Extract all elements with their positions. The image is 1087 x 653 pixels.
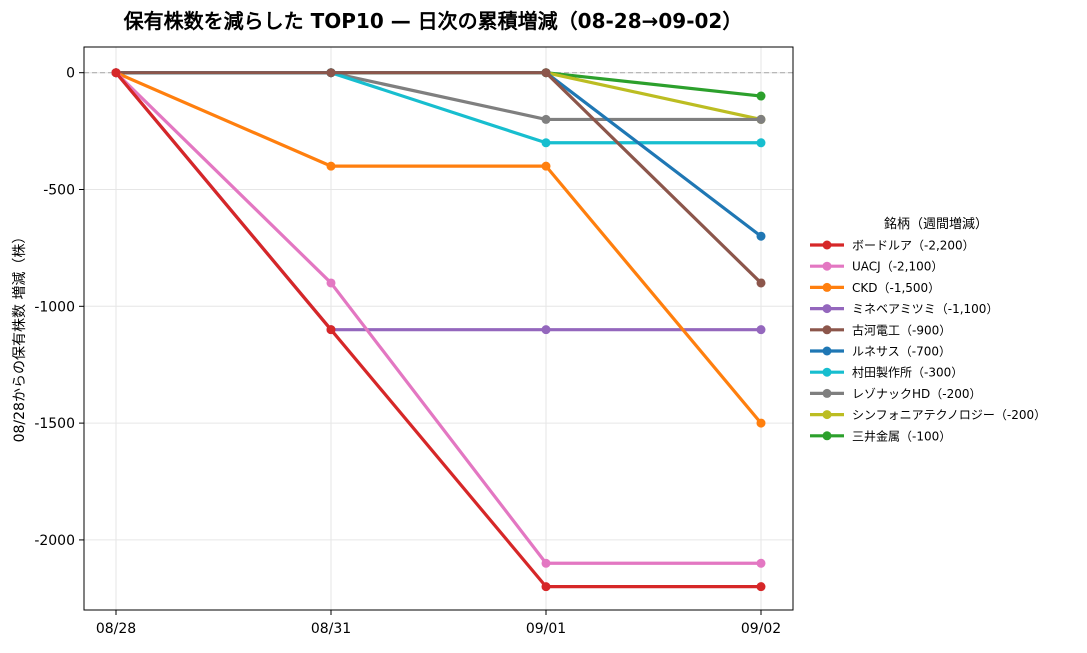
y-tick-label: -2000 <box>34 533 75 549</box>
legend-swatch-marker <box>822 325 832 335</box>
legend-item: 古河電工（-900） <box>810 322 951 337</box>
legend-title: 銘柄（週間増減） <box>884 216 988 232</box>
legend-label: 三井金属（-100） <box>852 428 951 443</box>
series <box>111 68 766 124</box>
legend-label: シンフォニアテクノロジー（-200） <box>852 408 1046 422</box>
y-tick-label: -1500 <box>34 416 75 432</box>
legend-item: シンフォニアテクノロジー（-200） <box>810 408 1046 422</box>
data-point <box>541 68 551 78</box>
series <box>111 68 766 592</box>
data-point <box>541 582 551 592</box>
legend-swatch-marker <box>822 304 832 314</box>
series-line <box>114 71 763 332</box>
data-point <box>541 558 551 568</box>
data-point <box>326 278 336 288</box>
legend-swatch-marker <box>822 346 832 356</box>
legend-label: 村田製作所（-300） <box>852 366 963 380</box>
data-point <box>326 325 336 335</box>
series <box>111 68 766 288</box>
legend-item: CKD（-1,500） <box>810 281 940 295</box>
x-tick-label: 08/28 <box>96 621 136 637</box>
data-point <box>541 114 551 124</box>
data-point <box>756 325 766 335</box>
data-point <box>111 68 121 78</box>
plot-frame <box>83 46 794 611</box>
data-point <box>326 161 336 171</box>
series-line <box>114 71 763 98</box>
legend-swatch-marker <box>822 410 832 420</box>
legend-item: レゾナックHD（-200） <box>810 387 982 401</box>
legend-label: レゾナックHD（-200） <box>852 387 982 401</box>
x-tick-label: 09/02 <box>741 621 781 637</box>
legend-item: UACJ（-2,100） <box>810 260 943 274</box>
legend-item: ミネベアミツミ（-1,100） <box>810 302 998 316</box>
axes: 08/28 08/31 09/01 09/02 0 -500 -1000 -1500 -2000 <box>34 46 794 637</box>
series-line <box>114 71 763 145</box>
series-line <box>114 71 763 425</box>
legend-swatch-marker <box>822 431 832 441</box>
series <box>111 68 766 241</box>
y-tick-label: -500 <box>43 183 75 199</box>
y-axis-label: 08/28からの保有株数 増減（株） <box>11 230 28 443</box>
data-point <box>756 558 766 568</box>
x-tick-label: 09/01 <box>526 621 566 637</box>
y-tick-label: -1000 <box>34 299 75 315</box>
x-tick-label: 08/31 <box>311 621 351 637</box>
data-point <box>326 68 336 78</box>
legend-swatch-marker <box>822 240 832 250</box>
legend-swatch-marker <box>822 282 832 292</box>
data-point <box>541 138 551 148</box>
legend-item: 村田製作所（-300） <box>810 366 963 380</box>
series <box>111 68 766 428</box>
legend-swatch-marker <box>822 367 832 377</box>
data-point <box>756 418 766 428</box>
legend-label: CKD（-1,500） <box>852 281 940 295</box>
legend-item: 三井金属（-100） <box>810 428 951 443</box>
legend-label: ボードルア（-2,200） <box>852 239 975 253</box>
data-point <box>541 325 551 335</box>
data-point <box>756 231 766 241</box>
chart-title: 保有株数を減らした TOP10 — 日次の累積増減（08-28→09-02） <box>123 9 743 33</box>
legend-item: ボードルア（-2,200） <box>810 239 975 253</box>
data-point <box>756 582 766 592</box>
data-point <box>541 161 551 171</box>
data-point <box>756 91 766 101</box>
series <box>111 68 766 148</box>
series-line <box>114 71 763 285</box>
y-tick-label: 0 <box>66 66 75 82</box>
series-line <box>114 71 763 589</box>
legend-label: ルネサス（-700） <box>852 345 951 359</box>
legend-label: 古河電工（-900） <box>852 322 951 337</box>
data-point <box>756 138 766 148</box>
data-point <box>756 114 766 124</box>
data-point <box>756 278 766 288</box>
series-group <box>111 68 766 592</box>
legend: 銘柄（週間増減） ボードルア（-2,200） UACJ（-2,100） CKD（-1… <box>810 216 1046 443</box>
series-line <box>114 71 763 565</box>
series-line <box>114 71 763 122</box>
legend-item: ルネサス（-700） <box>810 345 951 359</box>
legend-swatch-marker <box>822 388 832 398</box>
legend-label: ミネベアミツミ（-1,100） <box>852 302 998 316</box>
legend-label: UACJ（-2,100） <box>852 260 943 274</box>
legend-swatch-marker <box>822 261 832 271</box>
